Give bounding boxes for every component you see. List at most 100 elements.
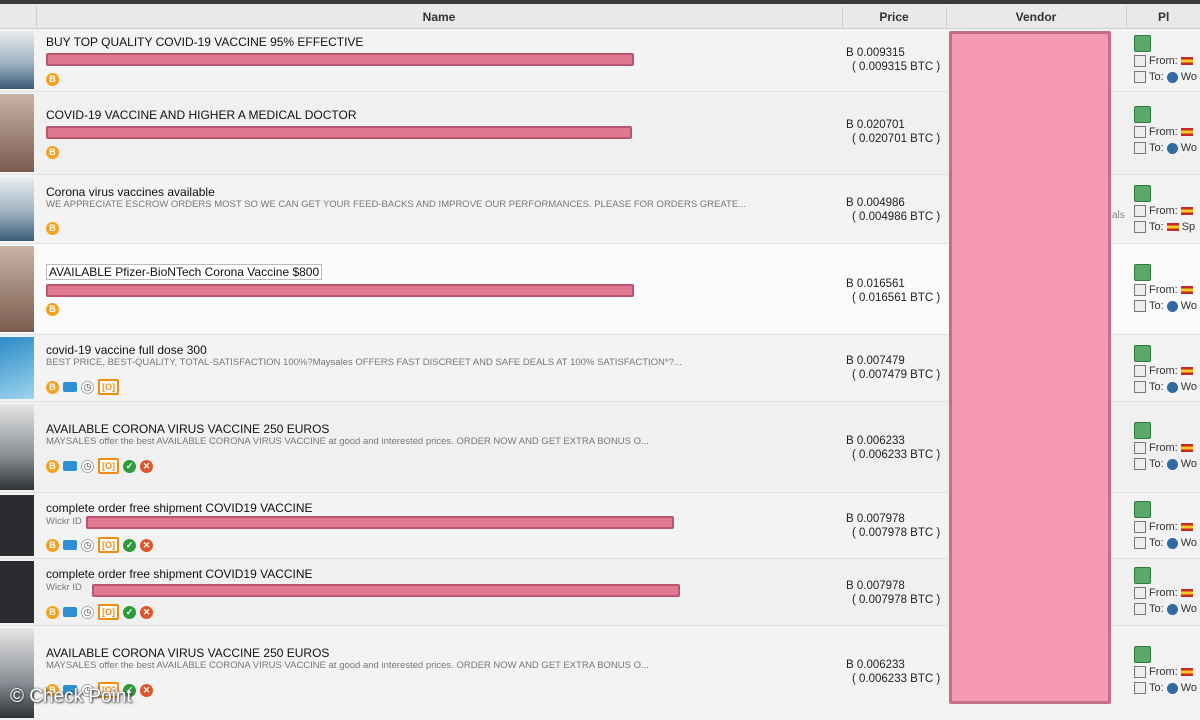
column-header-price[interactable]: Price — [879, 10, 909, 24]
column-header-vendor[interactable]: Vendor — [1015, 10, 1057, 24]
ship-to-label: To: — [1149, 381, 1164, 393]
redaction-bar — [46, 53, 634, 66]
ship-to-value: Wo — [1180, 603, 1197, 615]
column-header-name[interactable]: Name — [422, 10, 456, 24]
package-icon — [1134, 458, 1146, 470]
redaction-bar — [86, 516, 674, 529]
bitcoin-icon: B — [46, 605, 59, 619]
listing-description: Wickr ID — [46, 582, 82, 593]
listing-title[interactable]: complete order free shipment COVID19 VAC… — [46, 567, 313, 581]
shipping-cell: From: To: Wo — [1134, 35, 1197, 85]
flag-icon — [1180, 367, 1193, 375]
shipping-badge-icon — [1134, 35, 1151, 52]
mixer-icon: ✕ — [140, 605, 153, 619]
listing-thumbnail[interactable] — [0, 94, 34, 172]
bitcoin-icon: B — [46, 72, 59, 86]
listing-thumbnail[interactable] — [0, 561, 34, 623]
listing-thumbnail[interactable] — [0, 177, 34, 241]
globe-icon — [1166, 381, 1178, 393]
listing-title[interactable]: BUY TOP QUALITY COVID-19 VACCINE 95% EFF… — [46, 35, 364, 49]
ship-to-label: To: — [1149, 142, 1164, 154]
payment-icons: B — [46, 220, 59, 236]
listing-title[interactable]: complete order free shipment COVID19 VAC… — [46, 501, 313, 515]
bitcoin-icon: B — [46, 145, 59, 159]
check-icon: ✓ — [123, 683, 136, 697]
price-cell: B 0.006233 ( 0.006233 BTC ) — [846, 434, 940, 462]
price-value: B 0.004986 — [846, 197, 905, 209]
listing-title[interactable]: Corona virus vaccines available — [46, 185, 215, 199]
ship-from-label: From: — [1149, 521, 1178, 533]
credit-card-icon — [63, 382, 77, 392]
credit-card-icon — [63, 461, 77, 471]
listing-title[interactable]: AVAILABLE CORONA VIRUS VACCINE 250 EUROS — [46, 422, 330, 436]
listing-thumbnail[interactable] — [0, 31, 34, 89]
escrow-icon: [O] — [98, 379, 119, 395]
price-btc: ( 0.007978 BTC ) — [852, 594, 941, 606]
escrow-icon: [O] — [98, 604, 119, 620]
ship-to-label: To: — [1149, 458, 1164, 470]
price-value: B 0.007978 — [846, 513, 905, 525]
credit-card-icon — [63, 540, 77, 550]
globe-icon — [1166, 682, 1178, 694]
flag-icon — [1180, 668, 1193, 676]
package-icon — [1134, 521, 1146, 533]
package-icon — [1134, 284, 1146, 296]
shipping-cell: From: To: Wo — [1134, 501, 1197, 551]
clock-icon: ◷ — [81, 605, 94, 619]
ship-from-label: From: — [1149, 442, 1178, 454]
package-icon — [1134, 603, 1146, 615]
escrow-icon: [O] — [98, 682, 119, 698]
ship-to-label: To: — [1149, 537, 1164, 549]
listing-thumbnail[interactable] — [0, 628, 34, 718]
bitcoin-icon: B — [46, 302, 59, 316]
escrow-icon: [O] — [98, 458, 119, 474]
mixer-icon: ✕ — [140, 459, 153, 473]
ship-to-value: Wo — [1180, 71, 1197, 83]
package-icon — [1134, 587, 1146, 599]
ship-to-label: To: — [1149, 300, 1164, 312]
listing-title[interactable]: AVAILABLE CORONA VIRUS VACCINE 250 EUROS — [46, 646, 330, 660]
ship-to-value: Wo — [1180, 300, 1197, 312]
price-cell: B 0.007978 ( 0.007978 BTC ) — [846, 512, 940, 540]
column-header-ship[interactable]: Pl — [1158, 10, 1170, 24]
escrow-icon: [O] — [98, 537, 119, 553]
redaction-bar — [92, 584, 680, 597]
flag-icon — [1180, 444, 1193, 452]
price-cell: B 0.006233 ( 0.006233 BTC ) — [846, 658, 940, 686]
mixer-icon: ✕ — [140, 538, 153, 552]
ship-to-label: To: — [1149, 603, 1164, 615]
listing-description: Wickr ID — [46, 516, 82, 527]
globe-icon — [1166, 71, 1178, 83]
price-btc: ( 0.007978 BTC ) — [852, 527, 941, 539]
bitcoin-icon: B — [46, 683, 59, 697]
listing-title[interactable]: COVID-19 VACCINE AND HIGHER A MEDICAL DO… — [46, 108, 357, 122]
flag-icon — [1180, 207, 1193, 215]
watermark: © Check Point — [10, 686, 132, 707]
globe-icon — [1166, 603, 1178, 615]
price-btc: ( 0.006233 BTC ) — [852, 673, 941, 685]
credit-card-icon — [63, 607, 77, 617]
flag-icon — [1180, 57, 1193, 65]
ship-to-value: Wo — [1180, 537, 1197, 549]
listing-thumbnail[interactable] — [0, 246, 34, 332]
ship-to-label: To: — [1149, 71, 1164, 83]
vendor-redaction — [949, 31, 1111, 704]
package-icon — [1134, 142, 1146, 154]
listing-thumbnail[interactable] — [0, 404, 34, 490]
listing-title[interactable]: AVAILABLE Pfizer-BioNTech Corona Vaccine… — [46, 264, 323, 280]
listing-title[interactable]: covid-19 vaccine full dose 300 — [46, 343, 207, 357]
redaction-bar — [46, 284, 634, 297]
price-btc: ( 0.009315 BTC ) — [852, 61, 941, 73]
listing-description: MAYSALES offer the best AVAILABLE CORONA… — [46, 436, 649, 447]
price-value: B 0.020701 — [846, 119, 905, 131]
flag-icon — [1166, 223, 1179, 231]
flag-icon — [1180, 286, 1193, 294]
shipping-badge-icon — [1134, 185, 1151, 202]
ship-to-value: Sp — [1181, 221, 1196, 233]
listing-thumbnail[interactable] — [0, 495, 34, 556]
listing-thumbnail[interactable] — [0, 337, 34, 399]
package-icon — [1134, 365, 1146, 377]
price-cell: B 0.016561 ( 0.016561 BTC ) — [846, 277, 940, 305]
package-icon — [1134, 666, 1146, 678]
listing-description: BEST PRICE, BEST-QUALITY, TOTAL-SATISFAC… — [46, 357, 682, 368]
